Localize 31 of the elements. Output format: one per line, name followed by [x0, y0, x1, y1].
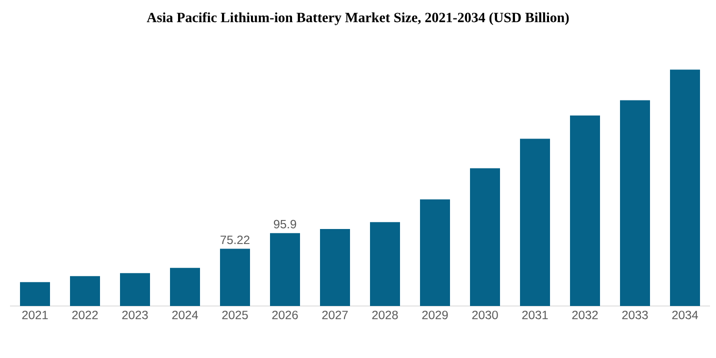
- x-tick-label: 2027: [322, 310, 348, 320]
- x-tick-label: 2034: [672, 310, 698, 320]
- bar: [320, 228, 350, 306]
- data-label: 75.22: [220, 236, 250, 244]
- bar: [420, 199, 450, 306]
- x-tick-label: 2033: [622, 310, 648, 320]
- x-tick-label: 2030: [472, 310, 498, 320]
- x-tick-label: 2024: [172, 310, 198, 320]
- x-tick-label: 2025: [222, 310, 248, 320]
- bar: [20, 282, 50, 306]
- bar: [120, 273, 150, 306]
- x-tick-label: 2031: [522, 310, 548, 320]
- x-tick-label: 2028: [372, 310, 398, 320]
- x-tick-label: 2022: [72, 310, 98, 320]
- bar: [570, 115, 600, 306]
- chart-title: Asia Pacific Lithium-ion Battery Market Size, 2021-2034 (USD Billion): [146, 12, 569, 26]
- x-tick-label: 2021: [22, 310, 48, 320]
- bar: [470, 168, 500, 306]
- bar: [370, 222, 400, 306]
- x-tick-label: 2029: [422, 310, 448, 320]
- bar: [520, 138, 550, 306]
- x-tick-label: 2023: [122, 310, 148, 320]
- bar: [270, 233, 300, 306]
- bar: [670, 70, 700, 306]
- bar: [220, 248, 250, 306]
- x-tick-label: 2026: [272, 310, 298, 320]
- data-label: 95.9: [274, 220, 296, 228]
- bar: [170, 268, 200, 306]
- x-tick-label: 2032: [572, 310, 598, 320]
- bar: [620, 100, 650, 306]
- bar: [70, 276, 100, 306]
